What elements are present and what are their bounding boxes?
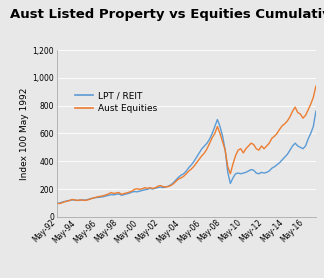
Aust Equities xyxy=(55,201,59,205)
Line: LPT / REIT: LPT / REIT xyxy=(57,111,316,203)
Aust Equities xyxy=(75,199,79,202)
Aust Equities xyxy=(213,132,217,135)
LPT / REIT xyxy=(177,176,180,179)
LPT / REIT xyxy=(213,125,217,128)
LPT / REIT xyxy=(57,202,61,205)
LPT / REIT xyxy=(75,199,79,202)
Y-axis label: Index 100 May 1992: Index 100 May 1992 xyxy=(20,87,29,180)
Aust Equities xyxy=(314,85,318,88)
Aust Equities xyxy=(252,143,256,146)
LPT / REIT xyxy=(122,193,126,196)
Aust Equities xyxy=(122,192,126,195)
LPT / REIT xyxy=(55,201,59,205)
Aust Equities xyxy=(57,202,61,205)
Legend: LPT / REIT, Aust Equities: LPT / REIT, Aust Equities xyxy=(72,88,161,117)
LPT / REIT xyxy=(239,172,243,175)
Text: Aust Listed Property vs Equities Cumulative Index: Aust Listed Property vs Equities Cumulat… xyxy=(10,8,324,21)
Aust Equities xyxy=(239,147,243,150)
Aust Equities xyxy=(177,177,180,181)
Line: Aust Equities: Aust Equities xyxy=(57,86,316,203)
LPT / REIT xyxy=(252,168,256,172)
LPT / REIT xyxy=(314,110,318,113)
